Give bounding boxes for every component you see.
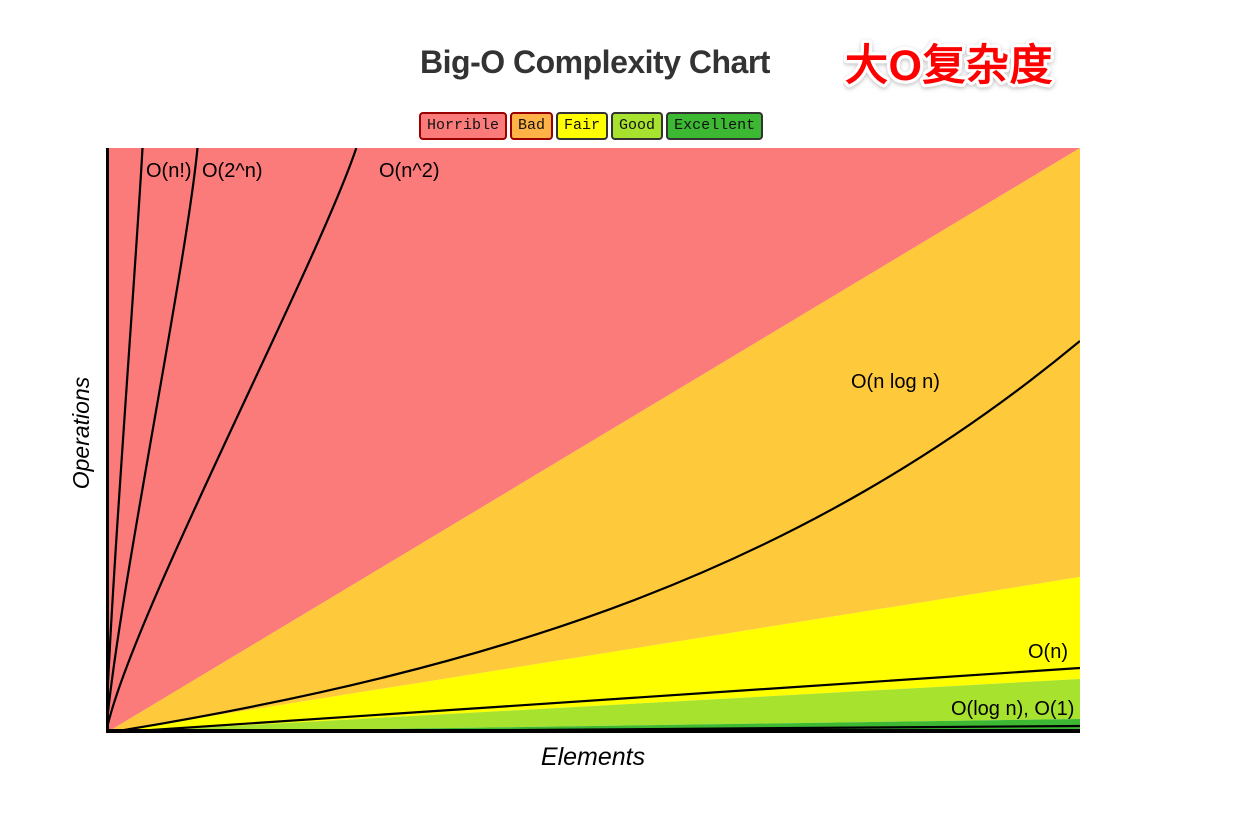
- svg-text:大O复杂度: 大O复杂度: [845, 42, 1053, 90]
- svg-text:O(n!): O(n!): [146, 160, 192, 182]
- svg-text:O(n): O(n): [1028, 641, 1068, 663]
- svg-text:O(n^2): O(n^2): [379, 160, 440, 182]
- svg-text:O(2^n): O(2^n): [202, 160, 263, 182]
- svg-text:O(n log n): O(n log n): [851, 371, 940, 393]
- svg-text:O(log n), O(1): O(log n), O(1): [951, 698, 1074, 720]
